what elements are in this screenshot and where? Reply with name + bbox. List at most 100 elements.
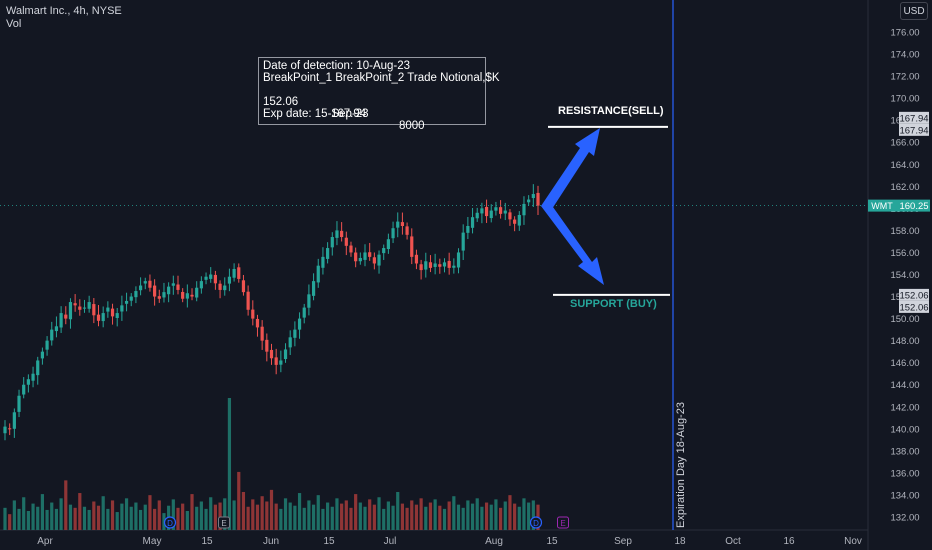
x-tick-label: 18: [674, 536, 686, 547]
candle-body: [321, 256, 325, 268]
candle-body: [237, 267, 241, 279]
info-values: 152.06 167.94 8000: [263, 84, 481, 132]
candle-body: [386, 239, 390, 250]
candle-body: [480, 208, 484, 214]
volume-bar: [288, 502, 292, 530]
volume-bar: [428, 502, 433, 530]
volume-bar: [452, 496, 456, 530]
detection-info-box: Date of detection: 10-Aug-23 BreakPoint_…: [258, 57, 500, 132]
candle-body: [433, 263, 437, 267]
volume-bar: [517, 506, 521, 530]
resistance-tag-1: 167.94: [899, 113, 928, 124]
volume-bar: [92, 501, 96, 530]
candle-body: [265, 339, 269, 352]
volume-bar: [181, 503, 185, 530]
candle-body: [447, 260, 451, 268]
volume-bar: [31, 503, 35, 530]
volume-bar: [470, 503, 475, 530]
volume-bar: [513, 503, 517, 530]
volume-bar: [307, 500, 311, 530]
candle-body: [190, 294, 194, 297]
volume-bar: [386, 501, 390, 530]
volume-bar: [129, 506, 133, 530]
candle-body: [195, 287, 199, 298]
volume-bar: [204, 508, 208, 530]
volume-bar: [255, 504, 260, 530]
candle-body: [73, 303, 77, 306]
volume-bar: [414, 504, 419, 530]
x-tick-label: Aug: [485, 536, 503, 547]
candle-body: [82, 307, 87, 309]
candle-body: [92, 304, 96, 316]
candle-body: [134, 291, 138, 298]
time-axis[interactable]: Apr May 15 Jun 15 Jul Aug 15 Sep 18 Oct 16 Nov: [37, 536, 862, 547]
volume-bar: [82, 506, 87, 530]
price-axis[interactable]: 132.00 134.00 136.00 138.00 140.00 142.00 144.…: [890, 28, 919, 524]
volume-bar: [96, 505, 101, 530]
x-tick-label: 15: [201, 536, 213, 547]
volume-bar: [265, 501, 269, 530]
candle-body: [129, 296, 133, 301]
support-tag-2: 152.06: [899, 302, 928, 313]
volume-bar: [438, 505, 442, 530]
volume-bar: [283, 498, 288, 530]
candle-body: [3, 426, 7, 434]
volume-bar: [251, 499, 255, 530]
candle-body: [204, 276, 208, 280]
currency-button[interactable]: USD: [900, 2, 928, 20]
volume-bar: [153, 508, 157, 530]
candle-body: [143, 281, 147, 284]
current-price-tag-bg: [868, 199, 930, 212]
support-tag-1-bg: [899, 288, 929, 301]
y-tick-label: 132.00: [890, 513, 919, 524]
candle-body: [391, 228, 395, 239]
volume-bar: [209, 497, 213, 530]
earnings-marker[interactable]: [218, 516, 230, 529]
volume-bar: [326, 502, 330, 530]
volume-bar: [419, 498, 423, 530]
candle-body: [349, 245, 353, 253]
y-tick-label: 134.00: [890, 490, 919, 501]
candle-body: [199, 281, 203, 289]
dividend-marker[interactable]: [529, 516, 543, 529]
volume-bar: [241, 491, 246, 530]
volume-bar: [330, 506, 334, 530]
candle-body: [96, 314, 101, 321]
volume-bar: [134, 502, 138, 530]
x-tick-label: Sep: [614, 536, 632, 547]
volume-bar: [321, 508, 325, 530]
volume-label[interactable]: Vol: [6, 18, 22, 30]
volume-bar: [363, 506, 367, 530]
candle-body: [340, 230, 344, 238]
candle-body: [181, 291, 185, 299]
candle-body: [396, 221, 400, 228]
volume-bar: [377, 497, 381, 530]
resistance-tag-2-bg: [899, 123, 929, 136]
candle-body: [148, 280, 152, 288]
candle-body: [311, 281, 316, 296]
candle-body: [22, 384, 26, 395]
candle-body: [213, 274, 217, 284]
volume-bar: [475, 498, 479, 530]
support-tag-2-bg: [899, 300, 929, 313]
volume-bar: [391, 505, 395, 530]
level-lines: [0, 125, 868, 296]
volume-bar: [45, 509, 49, 530]
x-tick-label: Apr: [37, 536, 53, 547]
candle-body: [59, 313, 63, 328]
y-tick-label: 148.00: [890, 336, 919, 347]
volume-bar: [498, 507, 503, 530]
volume-bar: [171, 499, 175, 530]
volume-bar: [260, 496, 264, 530]
earnings-marker[interactable]: [557, 516, 569, 529]
dividend-marker[interactable]: [163, 516, 177, 529]
candle-body: [68, 302, 73, 320]
symbol-title[interactable]: Walmart Inc., 4h, NYSE: [6, 5, 122, 17]
volume-bar: [433, 499, 437, 530]
volume-bar: [349, 507, 353, 530]
volume-bar: [36, 506, 40, 530]
y-tick-label: 166.00: [890, 138, 919, 149]
x-tick-label: 16: [783, 536, 795, 547]
volume-bar: [26, 510, 30, 530]
